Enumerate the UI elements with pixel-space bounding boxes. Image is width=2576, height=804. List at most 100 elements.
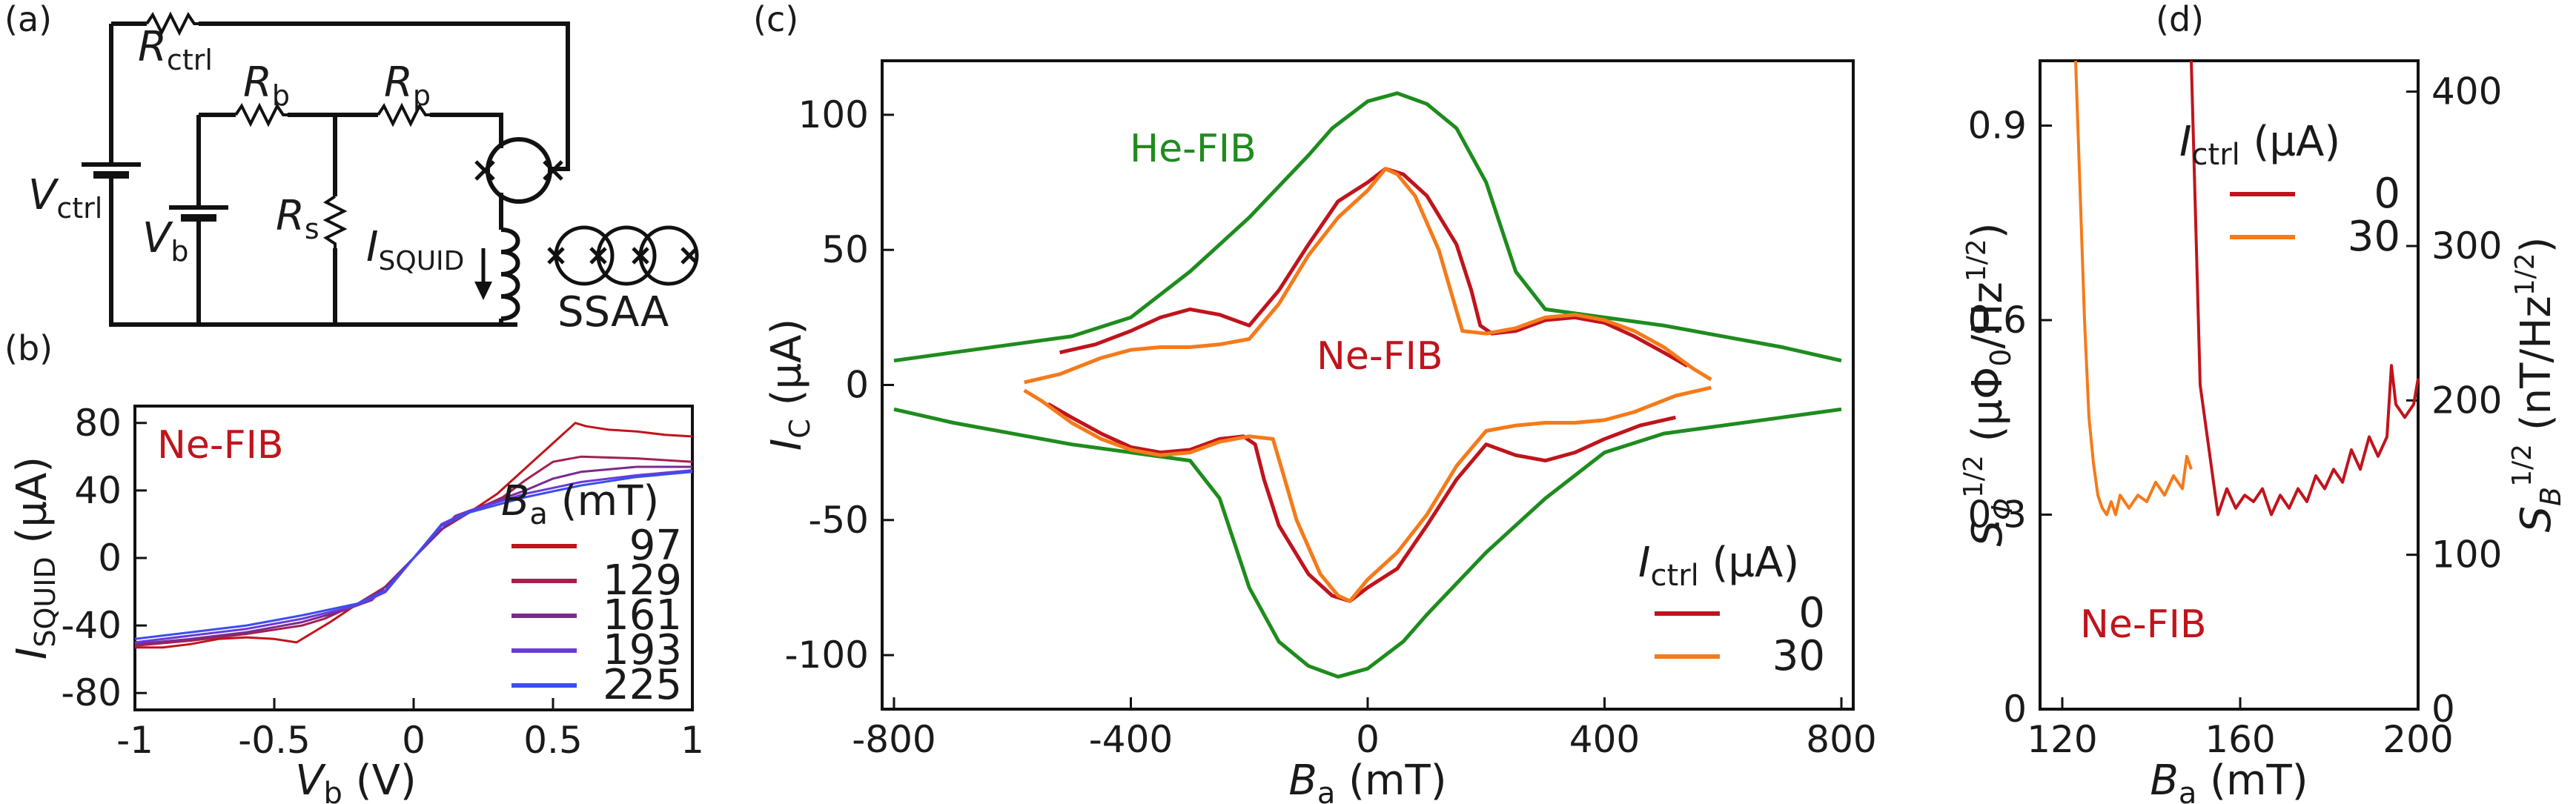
x-tick-label: 200 bbox=[2383, 718, 2453, 761]
panel-b-ylabel: ISQUID (µA) bbox=[8, 456, 62, 660]
y-right-tick-label: 100 bbox=[2431, 534, 2502, 577]
label-isquid: ISQUID bbox=[366, 223, 464, 276]
panel-c-series bbox=[893, 91, 1842, 679]
legend-label: 129 bbox=[603, 557, 682, 605]
x-tick-label: 0 bbox=[402, 719, 426, 762]
inductor-coil bbox=[500, 227, 520, 321]
legend-label: 161 bbox=[603, 591, 682, 639]
panel-c-label: (c) bbox=[753, 0, 798, 39]
y-tick-label: 0.3 bbox=[1967, 494, 2027, 536]
battery-vb bbox=[169, 205, 228, 222]
battery-vctrl bbox=[82, 162, 141, 179]
y-right-tick-label: 200 bbox=[2431, 379, 2502, 422]
legend-label: 30 bbox=[2348, 213, 2400, 261]
y-tick-label: 0.9 bbox=[1967, 104, 2027, 147]
label-vctrl: Vctrl bbox=[28, 171, 102, 225]
panel-c-annotation-ne: Ne-FIB bbox=[1317, 334, 1443, 379]
panel-b-series bbox=[134, 422, 693, 649]
legend-label: 225 bbox=[603, 661, 682, 709]
resistor-rs bbox=[322, 195, 348, 248]
panel-d-ylabel-left: SΦ1/2 (µΦ0/Hz1/2) bbox=[1959, 222, 2019, 546]
x-tick-label: -800 bbox=[852, 718, 936, 761]
panel-d-xlabel: Ba (mT) bbox=[2150, 757, 2308, 804]
x-tick-label: 800 bbox=[1806, 718, 1876, 761]
panel-d-series bbox=[2074, 60, 2420, 516]
wire-top-branch bbox=[199, 113, 503, 148]
panel-b: (b) -1 -0.5 0 0.5 1 -80 -40 0 40 80 Ne-FIB Vb (V)… bbox=[4, 328, 704, 804]
ssaa-symbol bbox=[547, 225, 699, 286]
y-tick-label: -80 bbox=[61, 671, 122, 714]
panel-c-legend-title: Ictrl (µA) bbox=[1638, 539, 1799, 593]
label-vb: Vb bbox=[142, 214, 188, 268]
y-tick-label: 50 bbox=[821, 228, 869, 271]
panel-d-legend: 030 bbox=[2230, 170, 2400, 261]
series-line-0 bbox=[2190, 60, 2420, 516]
panel-b-label: (b) bbox=[4, 328, 53, 368]
y-tick-label: -100 bbox=[785, 634, 869, 677]
y-right-tick-label: 400 bbox=[2431, 70, 2502, 113]
legend-label: 0 bbox=[1798, 589, 1825, 637]
panel-b-annotation: Ne-FIB bbox=[157, 423, 284, 468]
x-tick-label: 0 bbox=[1356, 718, 1380, 761]
x-tick-label: 160 bbox=[2205, 718, 2275, 761]
panel-c-annotation-he: He-FIB bbox=[1130, 127, 1256, 171]
resistor-rp bbox=[377, 102, 430, 127]
wire-ctrl-loop bbox=[111, 21, 570, 171]
x-tick-label: 120 bbox=[2027, 718, 2097, 761]
x-tick-label: -400 bbox=[1089, 718, 1173, 761]
current-arrow bbox=[474, 248, 492, 300]
legend-label: 0 bbox=[2374, 170, 2400, 218]
resistor-rctrl bbox=[145, 11, 199, 36]
series-line-He-FIB-upper bbox=[893, 91, 1842, 363]
label-rp: Rp bbox=[384, 59, 431, 112]
y-right-tick-label: 300 bbox=[2431, 225, 2502, 268]
x-tick-label: -0.5 bbox=[238, 719, 311, 762]
wire-left-rail bbox=[109, 24, 517, 327]
label-ssaa: SSAA bbox=[557, 288, 669, 336]
panel-c-xlabel: Ba (mT) bbox=[1288, 757, 1446, 804]
series-line-161 bbox=[134, 465, 692, 645]
legend-label: 193 bbox=[603, 626, 682, 674]
x-tick-label: -1 bbox=[116, 719, 153, 762]
y-right-tick-label: 0 bbox=[2431, 688, 2455, 731]
y-tick-label: 0 bbox=[845, 364, 869, 407]
series-line-30 bbox=[2074, 60, 2193, 516]
resistor-rb bbox=[234, 102, 288, 127]
panel-d-legend-title: Ictrl (µA) bbox=[2179, 118, 2340, 172]
series-line-30-lower bbox=[1023, 385, 1712, 603]
panel-b-ticks: -1 -0.5 0 0.5 1 -80 -40 0 40 80 bbox=[61, 402, 704, 762]
legend-label: 97 bbox=[629, 522, 682, 570]
x-tick-label: 0.5 bbox=[523, 719, 583, 762]
y-tick-label: -40 bbox=[61, 604, 122, 647]
panel-c-ticks: -800 -400 0 400 800 -100 -50 0 50 100 bbox=[785, 93, 1877, 761]
x-tick-label: 1 bbox=[681, 719, 704, 762]
label-rb: Rb bbox=[243, 59, 290, 112]
panel-a-label: (a) bbox=[4, 0, 52, 39]
squid-symbol bbox=[474, 137, 563, 204]
y-tick-label: 0.6 bbox=[1967, 299, 2027, 342]
series-line-30-upper bbox=[1024, 167, 1712, 385]
series-line-0-upper bbox=[1059, 167, 1689, 368]
y-tick-label: -50 bbox=[808, 499, 869, 542]
label-rctrl: Rctrl bbox=[138, 23, 213, 76]
legend-label: 30 bbox=[1772, 632, 1825, 680]
panel-d-label: (d) bbox=[2156, 0, 2204, 39]
x-tick-label: 400 bbox=[1569, 718, 1640, 761]
y-tick-label: 40 bbox=[74, 469, 122, 512]
panel-a-circuit: (a) bbox=[4, 0, 699, 336]
label-rs: Rs bbox=[276, 192, 319, 245]
panel-c-ylabel: IC (µA) bbox=[763, 319, 816, 451]
series-line-0-lower bbox=[1047, 402, 1676, 603]
panel-d-annotation: Ne-FIB bbox=[2080, 602, 2207, 647]
panel-d-ylabel-right: SB1/2 (nT/Hz1/2) bbox=[2507, 236, 2567, 532]
panel-c-legend: 030 bbox=[1655, 589, 1825, 680]
panel-b-legend-title: Ba (mT) bbox=[501, 477, 659, 531]
y-tick-label: 100 bbox=[798, 93, 869, 136]
series-line-He-FIB-lower bbox=[893, 407, 1842, 679]
series-line-225 bbox=[134, 471, 693, 640]
